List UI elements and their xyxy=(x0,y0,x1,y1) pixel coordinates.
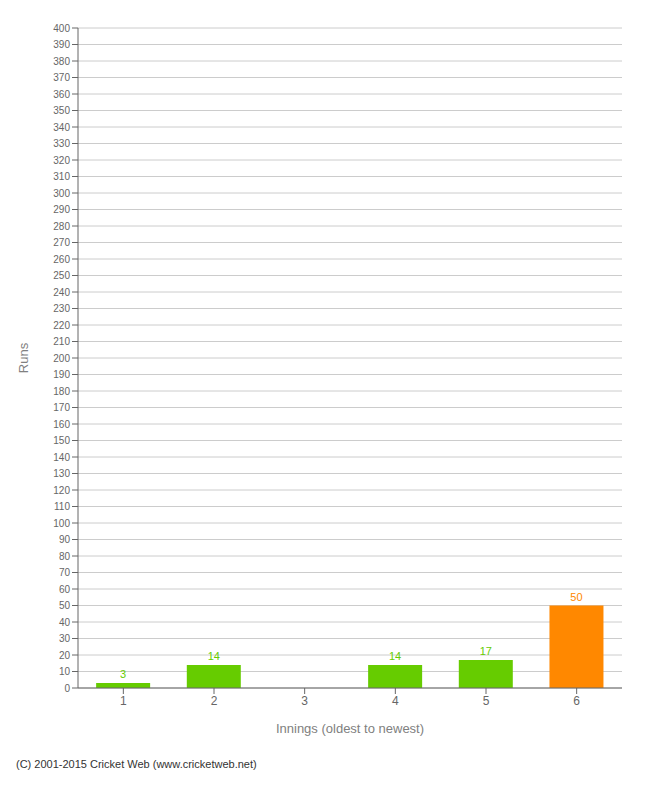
svg-text:380: 380 xyxy=(53,56,70,67)
html-text:(C) 2001-2015 Cricket Web (www: (C) 2001-2015 Cricket Web (www.cricketwe… xyxy=(16,758,257,770)
svg-text:50: 50 xyxy=(59,600,71,611)
svg-text:130: 130 xyxy=(53,468,70,479)
svg-text:50: 50 xyxy=(570,591,582,603)
svg-text:110: 110 xyxy=(54,501,70,512)
svg-text:300: 300 xyxy=(53,188,70,199)
svg-text:70: 70 xyxy=(59,567,71,578)
svg-text:40: 40 xyxy=(59,617,71,628)
svg-text:5: 5 xyxy=(483,694,490,708)
svg-text:250: 250 xyxy=(53,270,70,281)
svg-text:30: 30 xyxy=(59,633,71,644)
svg-text:350: 350 xyxy=(53,105,70,116)
svg-text:260: 260 xyxy=(53,254,70,265)
svg-text:80: 80 xyxy=(59,551,71,562)
svg-text:3: 3 xyxy=(120,668,126,680)
svg-text:160: 160 xyxy=(53,419,70,430)
svg-text:17: 17 xyxy=(480,645,492,657)
svg-text:370: 370 xyxy=(53,72,70,83)
svg-text:Runs: Runs xyxy=(16,342,31,373)
svg-text:320: 320 xyxy=(53,155,70,166)
svg-text:180: 180 xyxy=(53,386,70,397)
svg-text:60: 60 xyxy=(59,584,71,595)
svg-text:190: 190 xyxy=(53,369,70,380)
svg-text:200: 200 xyxy=(53,353,70,364)
svg-text:0: 0 xyxy=(64,683,70,694)
svg-text:400: 400 xyxy=(53,23,70,34)
svg-text:14: 14 xyxy=(389,650,401,662)
svg-text:210: 210 xyxy=(53,336,70,347)
svg-text:220: 220 xyxy=(53,320,70,331)
svg-text:330: 330 xyxy=(53,138,70,149)
svg-text:14: 14 xyxy=(208,650,220,662)
svg-text:3: 3 xyxy=(301,694,308,708)
svg-text:6: 6 xyxy=(573,694,580,708)
svg-text:240: 240 xyxy=(53,287,70,298)
svg-text:390: 390 xyxy=(53,39,70,50)
svg-text:Innings (oldest to newest): Innings (oldest to newest) xyxy=(276,721,424,736)
svg-text:310: 310 xyxy=(53,171,70,182)
svg-text:170: 170 xyxy=(53,402,70,413)
svg-text:120: 120 xyxy=(53,485,70,496)
svg-text:90: 90 xyxy=(59,534,71,545)
svg-text:10: 10 xyxy=(59,666,71,677)
svg-text:270: 270 xyxy=(53,237,70,248)
svg-text:1: 1 xyxy=(120,694,127,708)
svg-text:140: 140 xyxy=(53,452,70,463)
svg-text:230: 230 xyxy=(53,303,70,314)
svg-text:290: 290 xyxy=(53,204,70,215)
svg-text:360: 360 xyxy=(53,89,70,100)
svg-text:150: 150 xyxy=(53,435,70,446)
svg-text:100: 100 xyxy=(53,518,70,529)
svg-text:4: 4 xyxy=(392,694,399,708)
svg-text:20: 20 xyxy=(59,650,71,661)
svg-text:280: 280 xyxy=(53,221,70,232)
svg-text:340: 340 xyxy=(53,122,70,133)
svg-text:2: 2 xyxy=(211,694,218,708)
